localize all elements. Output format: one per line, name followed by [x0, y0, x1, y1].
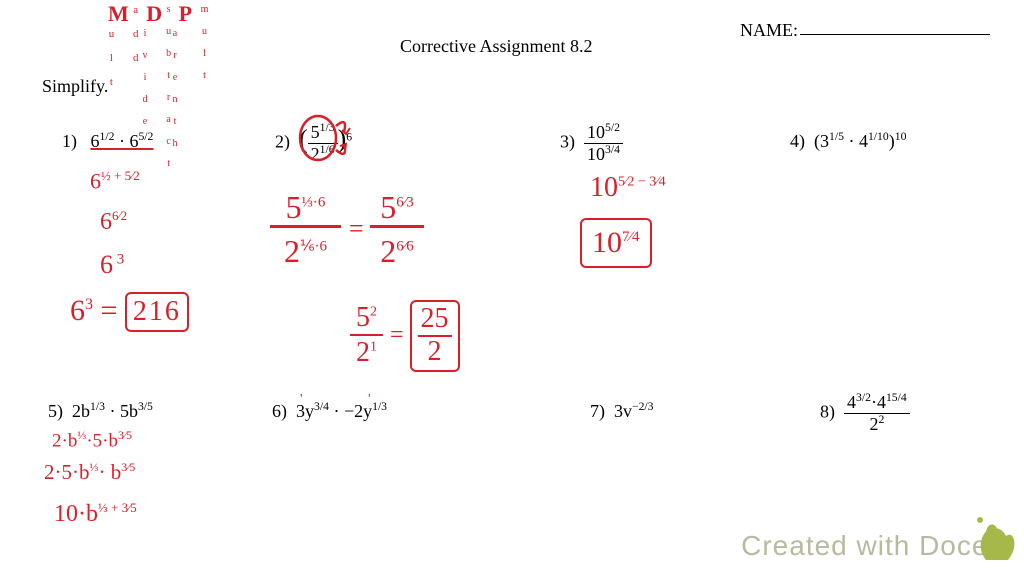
work-1-answer: 63 = 216 — [70, 292, 189, 332]
mnemonic-p-arenth: a r e n t h — [170, 28, 180, 152]
work-5-line3: 10·b⅓ + 3⁄5 — [54, 500, 137, 528]
p6-tick1: ' — [300, 392, 303, 408]
doceri-hand-icon — [972, 514, 1018, 566]
work-5-line1: 2·b⅓·5·b3⁄5 — [52, 428, 132, 452]
name-label: NAME: — [740, 20, 798, 41]
work-3-step1: 105⁄2 − 3⁄4 — [590, 172, 666, 204]
work-2-step2: 52 21 = 252 — [350, 300, 460, 372]
problem-8: 8) 43/2·415/422 — [820, 392, 910, 435]
p2-annotation-circle — [296, 108, 366, 168]
problem-1: 1) 61/2 · 65/2 — [62, 130, 153, 152]
work-1-line2: 66⁄2 — [100, 208, 127, 236]
mnemonic-m-ult: u l t — [106, 28, 116, 91]
name-blank-line — [800, 34, 990, 35]
doceri-watermark: Created with Doceri — [741, 530, 1006, 562]
mnemonic-mult2: m u l t — [200, 4, 210, 84]
problem-4: 4) (31/5 · 41/10)10 — [790, 130, 906, 152]
problem-7: 7) 3v−2/3 — [590, 400, 654, 422]
mnemonic-d-ivide: i v i d e — [140, 28, 150, 130]
work-5-line2: 2·5·b⅓· b3⁄5 — [44, 460, 135, 485]
work-1-line1: 6½ + 5⁄2 — [90, 168, 140, 194]
instruction-simplify: Simplify. — [42, 76, 108, 97]
assignment-title: Corrective Assignment 8.2 — [400, 36, 592, 57]
problem-3: 3) 105/2103/4 — [560, 122, 623, 165]
problem-5: 5) 2b1/3 · 5b3/5 — [48, 400, 153, 422]
p6-tick2: ' — [368, 392, 371, 408]
work-1-line3: 6 3 — [100, 250, 124, 280]
work-3-answer: 107⁄4 — [580, 218, 652, 268]
work-2-step1: 5⅓·6 2⅙·6 = 56⁄3 26⁄6 — [270, 190, 424, 269]
